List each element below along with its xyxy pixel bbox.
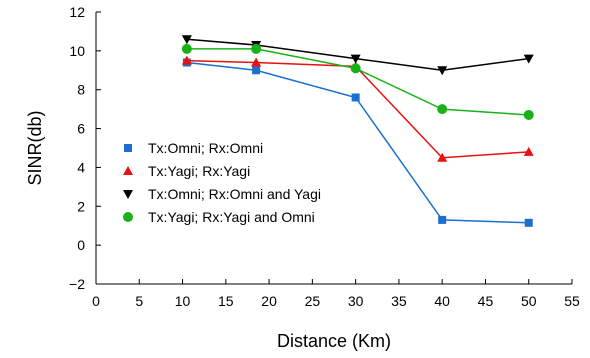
legend-marker-1 bbox=[124, 144, 132, 152]
legend-label-1: Tx:Omni; Rx:Omni bbox=[148, 140, 263, 156]
y-axis-title: SINR(db) bbox=[25, 110, 45, 185]
series-1-marker bbox=[524, 218, 533, 227]
x-tick-label: 5 bbox=[135, 293, 143, 309]
x-tick-label: 20 bbox=[261, 293, 277, 309]
x-tick-label: 50 bbox=[521, 293, 537, 309]
series-4 bbox=[181, 43, 534, 120]
series-3-marker bbox=[350, 54, 361, 64]
legend-label-3: Tx:Omni; Rx:Omni and Yagi bbox=[148, 186, 321, 202]
series-3-marker bbox=[523, 54, 534, 64]
series-3-marker bbox=[181, 35, 192, 45]
series-4-marker bbox=[181, 43, 192, 54]
y-tick-label: 0 bbox=[77, 237, 85, 253]
x-ticks: 0 5 10 15 20 25 30 35 40 45 50 55 bbox=[92, 279, 580, 309]
series-2-marker bbox=[251, 57, 262, 67]
series-2-marker bbox=[437, 152, 448, 162]
series-1-marker bbox=[438, 215, 447, 224]
y-tick-label: 8 bbox=[77, 82, 85, 98]
series-4-marker bbox=[251, 43, 262, 54]
legend-label-2: Tx:Yagi; Rx:Yagi bbox=[148, 163, 250, 179]
legend-label-4: Tx:Yagi; Rx:Yagi and Omni bbox=[148, 209, 315, 225]
series-4-marker bbox=[437, 104, 448, 115]
series-2-marker bbox=[523, 146, 534, 156]
x-axis-title: Distance (Km) bbox=[277, 331, 391, 351]
y-tick-label: −2 bbox=[69, 276, 85, 292]
x-tick-label: 45 bbox=[478, 293, 494, 309]
legend-marker-3 bbox=[123, 190, 133, 199]
series-1-marker bbox=[252, 66, 261, 75]
series-3-marker bbox=[437, 66, 448, 76]
series-2-marker bbox=[181, 55, 192, 65]
legend-marker-2 bbox=[123, 166, 133, 175]
plot-area: 0 5 10 15 20 25 30 35 40 45 50 55 −2 0 2 4 6 8 10 12 Tx:Om… bbox=[69, 4, 580, 309]
series-4-marker bbox=[523, 109, 534, 120]
y-ticks: −2 0 2 4 6 8 10 12 bbox=[69, 4, 101, 292]
series-layer bbox=[181, 35, 534, 227]
legend-marker-4 bbox=[123, 212, 133, 222]
series-3 bbox=[181, 35, 534, 76]
x-tick-label: 15 bbox=[218, 293, 234, 309]
x-tick-label: 30 bbox=[348, 293, 364, 309]
y-tick-label: 2 bbox=[77, 198, 85, 214]
y-tick-label: 12 bbox=[69, 4, 85, 20]
x-tick-label: 35 bbox=[391, 293, 407, 309]
x-tick-label: 55 bbox=[564, 293, 580, 309]
x-tick-label: 10 bbox=[175, 293, 191, 309]
series-4-marker bbox=[350, 63, 361, 74]
y-tick-label: 6 bbox=[77, 121, 85, 137]
y-tick-label: 4 bbox=[77, 159, 85, 175]
x-tick-label: 0 bbox=[92, 293, 100, 309]
x-tick-label: 40 bbox=[434, 293, 450, 309]
series-1-marker bbox=[351, 93, 360, 102]
x-tick-label: 25 bbox=[305, 293, 321, 309]
legend: Tx:Omni; Rx:Omni Tx:Yagi; Rx:Yagi Tx:Omni;… bbox=[123, 140, 321, 225]
y-tick-label: 10 bbox=[69, 43, 85, 59]
